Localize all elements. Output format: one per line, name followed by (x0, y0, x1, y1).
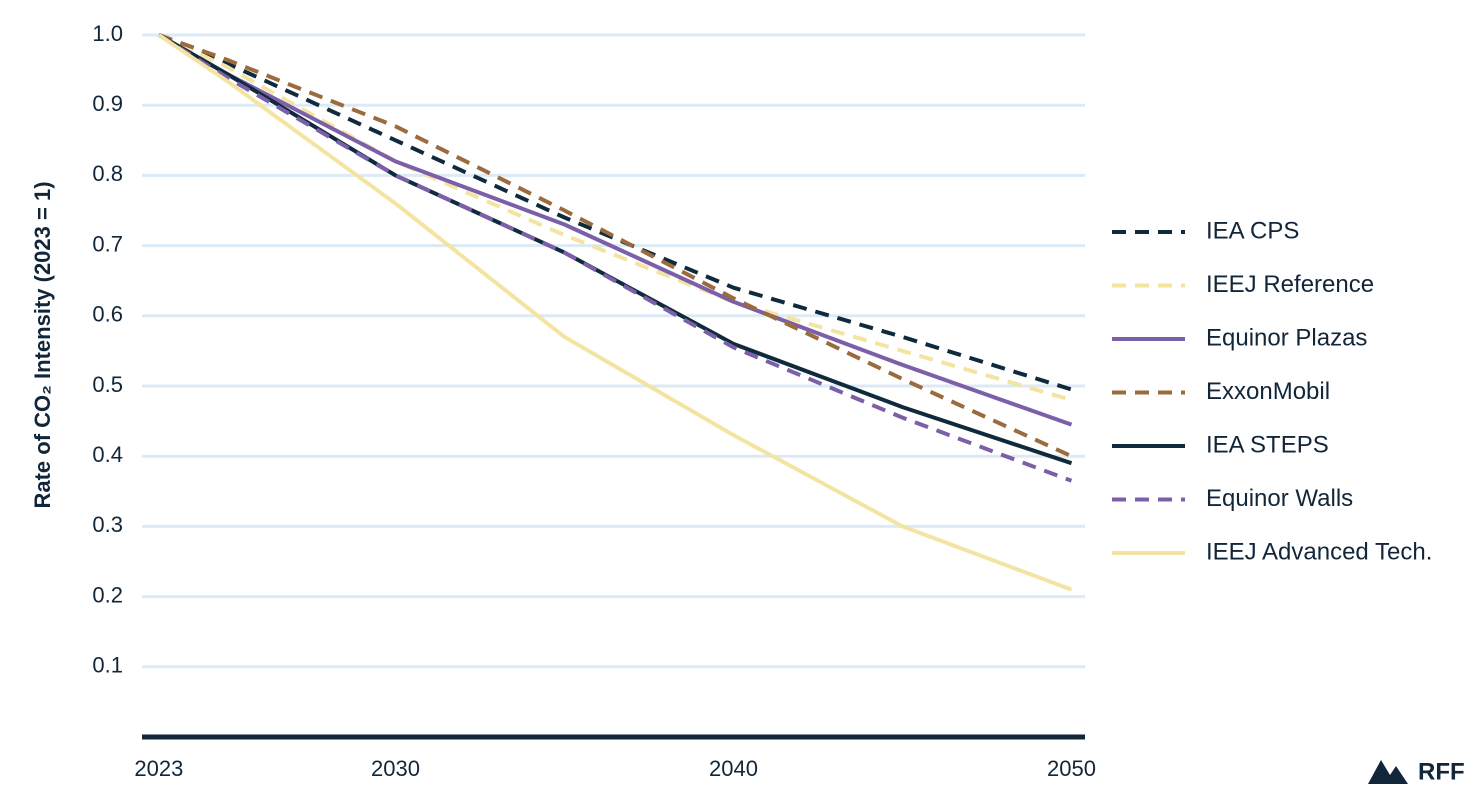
legend-label: IEA STEPS (1206, 431, 1329, 458)
legend-label: IEA CPS (1206, 217, 1299, 244)
logo-text: RFF (1418, 758, 1465, 785)
y-tick-label: 0.3 (92, 512, 123, 537)
legend-label: IEEJ Advanced Tech. (1206, 538, 1432, 565)
x-tick-label: 2040 (709, 756, 758, 781)
y-tick-label: 0.7 (92, 231, 123, 256)
y-tick-label: 1.0 (92, 21, 123, 46)
series-line (158, 33, 1073, 392)
y-tick-label: 0.2 (92, 582, 123, 607)
logo-icon (1368, 760, 1408, 784)
y-tick-label: 0.6 (92, 302, 123, 327)
legend-label: Equinor Plazas (1206, 324, 1367, 351)
series-line (157, 33, 1073, 592)
y-tick-label: 0.5 (92, 372, 123, 397)
legend-label: ExxonMobil (1206, 378, 1330, 405)
series-line (158, 33, 1073, 402)
legend-label: Equinor Walls (1206, 485, 1353, 512)
x-tick-label: 2030 (371, 756, 420, 781)
y-tick-label: 0.1 (92, 653, 123, 678)
y-tick-label: 0.4 (92, 442, 123, 467)
series-line (158, 33, 1073, 459)
series-line (157, 33, 1073, 483)
x-tick-label: 2023 (134, 756, 183, 781)
x-tick-label: 2050 (1047, 756, 1096, 781)
y-tick-label: 0.9 (92, 91, 123, 116)
y-axis-label: Rate of CO₂ Intensity (2023 = 1) (30, 181, 55, 508)
legend-label: IEEJ Reference (1206, 271, 1374, 298)
y-tick-label: 0.8 (92, 161, 123, 186)
